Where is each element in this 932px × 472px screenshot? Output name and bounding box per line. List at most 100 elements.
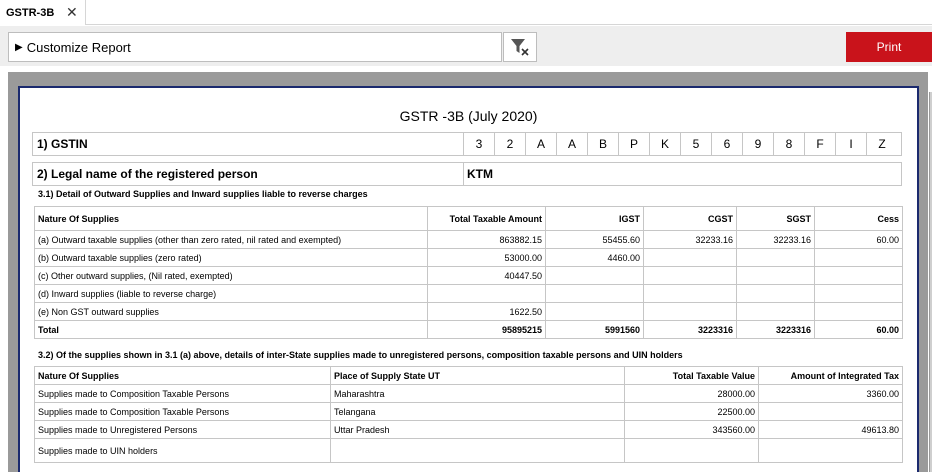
table-cell <box>643 284 737 303</box>
section-3-2-table: Nature Of Supplies Place of Supply State … <box>34 366 903 463</box>
table-row: Supplies made to UIN holders <box>34 438 903 463</box>
filter-clear-button[interactable] <box>503 32 537 62</box>
table-cell: 3360.00 <box>758 384 903 403</box>
gstin-char-cell: 3 <box>463 133 494 155</box>
filter-clear-icon <box>511 39 529 56</box>
table-cell <box>814 248 903 267</box>
table-cell <box>758 438 903 463</box>
table-cell <box>736 266 815 285</box>
table-row: (b) Outward taxable supplies (zero rated… <box>34 248 903 267</box>
column-header: Cess <box>814 206 903 231</box>
toolbar: ▶ Customize Report Print <box>0 26 932 66</box>
table-cell <box>814 302 903 321</box>
table-header-row: Nature Of Supplies Place of Supply State … <box>34 366 903 385</box>
table-cell <box>736 302 815 321</box>
table-cell: 40447.50 <box>427 266 546 285</box>
column-header: Amount of Integrated Tax <box>758 366 903 385</box>
gstin-char-cell: A <box>556 133 587 155</box>
table-cell: (d) Inward supplies (liable to reverse c… <box>34 284 428 303</box>
table-row: (a) Outward taxable supplies (other than… <box>34 230 903 249</box>
table-cell <box>736 284 815 303</box>
table-cell <box>427 284 546 303</box>
table-cell <box>330 438 625 463</box>
customize-report-label: Customize Report <box>26 39 131 55</box>
legal-name-value: KTM <box>467 167 493 181</box>
table-cell: Supplies made to Unregistered Persons <box>34 420 331 439</box>
table-cell: 60.00 <box>814 230 903 249</box>
gstin-char-cell: K <box>649 133 680 155</box>
gstin-char-cell: 6 <box>711 133 742 155</box>
table-cell: 49613.80 <box>758 420 903 439</box>
table-cell <box>643 266 737 285</box>
table-cell <box>736 248 815 267</box>
table-cell: 1622.50 <box>427 302 546 321</box>
table-cell: 53000.00 <box>427 248 546 267</box>
total-cell: Total <box>34 320 428 339</box>
column-header: Nature Of Supplies <box>34 206 428 231</box>
print-button[interactable]: Print <box>846 32 932 62</box>
table-cell: Supplies made to UIN holders <box>34 438 331 463</box>
column-header: CGST <box>643 206 737 231</box>
table-cell: Telangana <box>330 402 625 421</box>
table-cell <box>758 402 903 421</box>
table-cell <box>814 266 903 285</box>
table-row: (e) Non GST outward supplies 1622.50 <box>34 302 903 321</box>
legal-name-divider <box>463 163 464 185</box>
gstin-char-cell: F <box>804 133 835 155</box>
legal-name-label: 2) Legal name of the registered person <box>37 167 258 181</box>
total-cell: 3223316 <box>643 320 737 339</box>
legal-name-row: 2) Legal name of the registered person K… <box>32 162 902 186</box>
tab-bar: GSTR-3B ✕ <box>0 0 932 25</box>
table-cell: 32233.16 <box>736 230 815 249</box>
total-cell: 95895215 <box>427 320 546 339</box>
table-cell <box>643 302 737 321</box>
total-cell: 5991560 <box>545 320 644 339</box>
table-cell <box>624 438 759 463</box>
gstin-char-cell: I <box>835 133 866 155</box>
gstin-char-cell: 8 <box>773 133 804 155</box>
table-cell: Supplies made to Composition Taxable Per… <box>34 402 331 421</box>
column-header: Nature Of Supplies <box>34 366 331 385</box>
customize-report-button[interactable]: ▶ Customize Report <box>8 32 502 62</box>
table-cell: (c) Other outward supplies, (Nil rated, … <box>34 266 428 285</box>
gstin-char-cell: 5 <box>680 133 711 155</box>
total-cell: 60.00 <box>814 320 903 339</box>
table-cell: (b) Outward taxable supplies (zero rated… <box>34 248 428 267</box>
tab-gstr3b[interactable]: GSTR-3B ✕ <box>0 0 86 25</box>
section-3-1-title: 3.1) Detail of Outward Supplies and Inwa… <box>38 189 368 199</box>
table-cell <box>814 284 903 303</box>
vertical-scrollbar[interactable] <box>929 92 932 472</box>
close-icon[interactable]: ✕ <box>66 4 78 20</box>
table-cell <box>545 266 644 285</box>
table-cell: Supplies made to Composition Taxable Per… <box>34 384 331 403</box>
table-cell: 32233.16 <box>643 230 737 249</box>
table-cell: 863882.15 <box>427 230 546 249</box>
table-cell: 4460.00 <box>545 248 644 267</box>
table-cell: (a) Outward taxable supplies (other than… <box>34 230 428 249</box>
tab-label: GSTR-3B <box>6 6 55 19</box>
table-cell: Maharashtra <box>330 384 625 403</box>
column-header: Total Taxable Value <box>624 366 759 385</box>
gstin-label: 1) GSTIN <box>37 137 88 151</box>
column-header: IGST <box>545 206 644 231</box>
table-row: Supplies made to Composition Taxable Per… <box>34 402 903 421</box>
report-title: GSTR -3B (July 2020) <box>399 108 538 124</box>
gstin-char-cell: B <box>587 133 618 155</box>
section-3-2-title: 3.2) Of the supplies shown in 3.1 (a) ab… <box>38 350 683 360</box>
table-cell: 28000.00 <box>624 384 759 403</box>
gstin-char-cell: A <box>525 133 556 155</box>
table-row: (d) Inward supplies (liable to reverse c… <box>34 284 903 303</box>
table-cell: 343560.00 <box>624 420 759 439</box>
table-cell: Uttar Pradesh <box>330 420 625 439</box>
column-header: SGST <box>736 206 815 231</box>
table-cell: (e) Non GST outward supplies <box>34 302 428 321</box>
column-header: Place of Supply State UT <box>330 366 625 385</box>
total-row: Total 95895215 5991560 3223316 3223316 60.00 <box>34 320 903 339</box>
gstin-char-cell: 9 <box>742 133 773 155</box>
table-cell <box>643 248 737 267</box>
table-cell: 55455.60 <box>545 230 644 249</box>
gstin-char-cell: 2 <box>494 133 525 155</box>
